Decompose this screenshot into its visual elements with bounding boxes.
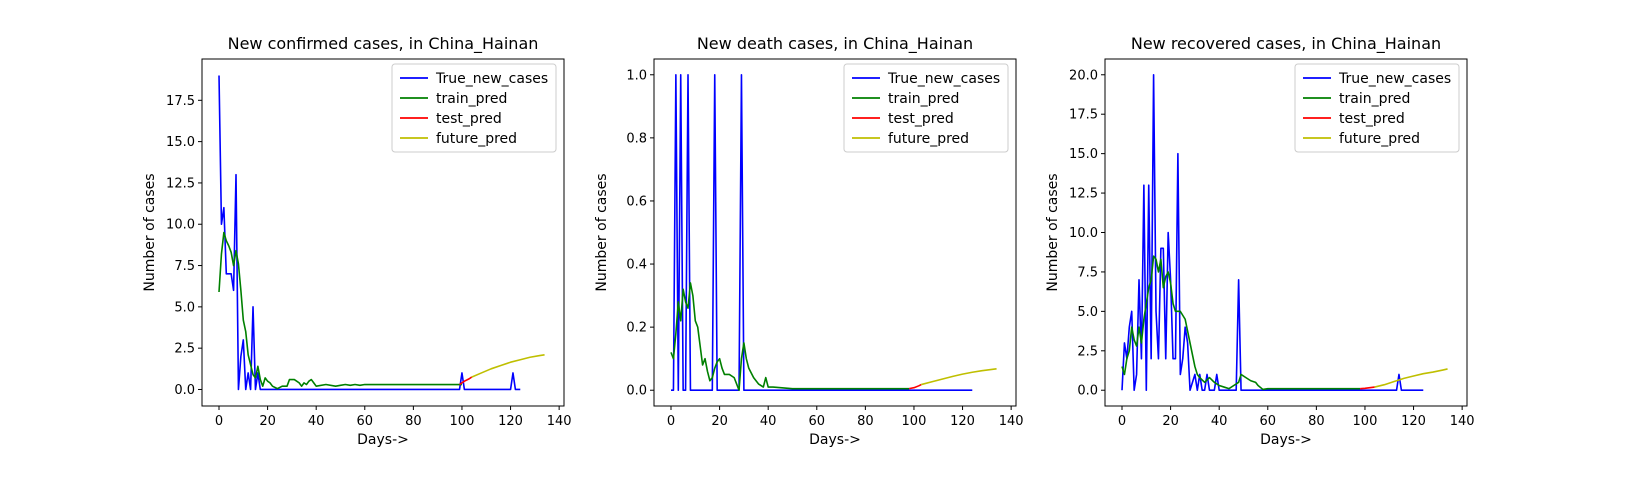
y-tick-label: 17.5 <box>166 94 195 109</box>
x-tick-label: 100 <box>1353 414 1378 429</box>
y-tick-label: 0.0 <box>1077 384 1098 399</box>
series-line-future-pred <box>921 367 997 386</box>
x-tick-label: 100 <box>902 414 927 429</box>
x-tick-label: 140 <box>1450 414 1475 429</box>
legend-entry: future_pred <box>1339 131 1420 147</box>
y-tick-label: 15.0 <box>166 135 195 150</box>
y-tick-label: 0.2 <box>626 321 647 336</box>
series-line-future-pred <box>1374 368 1448 388</box>
y-tick-label: 0.6 <box>626 194 647 209</box>
series-line-test-pred <box>908 383 922 390</box>
series-line-true-new-cases <box>218 75 521 391</box>
series-line-train-pred <box>1121 255 1361 391</box>
x-tick-label: 0 <box>667 414 675 429</box>
legend: True_new_cases train_pred test_pred future_… <box>843 63 1009 153</box>
x-tick-label: 140 <box>547 414 572 429</box>
x-tick-label: 120 <box>950 414 975 429</box>
chart-title: New recovered cases, in China_Hainan <box>1131 34 1441 54</box>
y-tick-label: 5.0 <box>1077 305 1098 320</box>
y-tick-label: 12.5 <box>1069 187 1098 202</box>
x-tick-label: 80 <box>405 414 422 429</box>
y-tick-label: 0.4 <box>626 258 647 273</box>
x-tick-label: 0 <box>1118 414 1126 429</box>
plot-frame <box>201 58 565 407</box>
x-axis-label: Days-> <box>1260 432 1312 448</box>
chart-title: New confirmed cases, in China_Hainan <box>228 34 539 54</box>
y-tick-label: 2.5 <box>1077 344 1098 359</box>
x-tick-label: 60 <box>1260 414 1277 429</box>
legend-entry: future_pred <box>888 131 969 147</box>
legend: True_new_cases train_pred test_pred future_… <box>1294 63 1460 153</box>
series-line-future-pred <box>471 353 545 378</box>
y-tick-label: 20.0 <box>1069 68 1098 83</box>
y-tick-label: 12.5 <box>166 176 195 191</box>
legend-entry: train_pred <box>1339 91 1410 107</box>
series-line-true-new-cases <box>671 73 973 392</box>
legend-entry: True_new_cases <box>1338 71 1451 87</box>
y-axis-label: Number of cases <box>594 173 610 291</box>
x-tick-label: 120 <box>498 414 523 429</box>
x-tick-label: 80 <box>857 414 874 429</box>
x-tick-label: 60 <box>357 414 374 429</box>
y-tick-label: 7.5 <box>1077 265 1098 280</box>
x-tick-label: 40 <box>1211 414 1228 429</box>
y-tick-label: 10.0 <box>166 218 195 233</box>
x-tick-label: 20 <box>259 414 276 429</box>
legend: True_new_cases train_pred test_pred future_… <box>391 63 557 153</box>
y-tick-label: 2.5 <box>174 342 195 357</box>
chart-panel-3: 0 20 40 60 80 100 120 140 0.0 2.5 5.0 7.5 10.0 12.5 15… <box>1045 34 1475 448</box>
x-tick-label: 40 <box>760 414 777 429</box>
series-line-true-new-cases <box>1121 73 1424 392</box>
y-tick-label: 1.0 <box>626 68 647 83</box>
x-tick-label: 100 <box>450 414 475 429</box>
y-tick-label: 0.8 <box>626 131 647 146</box>
series-line-train-pred <box>218 231 462 390</box>
legend-entry: test_pred <box>436 111 502 127</box>
legend-entry: True_new_cases <box>435 71 548 87</box>
legend-box <box>1294 63 1460 153</box>
chart-panel-2: 0 20 40 60 80 100 120 140 0.0 0.2 0.4 0.6 0.8 1.0 New … <box>594 34 1024 448</box>
chart-panel-1: 0 20 40 60 80 100 120 140 0.0 2.5 5.0 7.5 10.0 12.5 15… <box>142 34 572 448</box>
x-axis-label: Days-> <box>809 432 861 448</box>
legend-entry: True_new_cases <box>887 71 1000 87</box>
y-tick-label: 5.0 <box>174 300 195 315</box>
x-tick-label: 0 <box>215 414 223 429</box>
y-axis-label: Number of cases <box>1045 173 1061 291</box>
x-tick-label: 20 <box>1162 414 1179 429</box>
x-tick-label: 20 <box>711 414 728 429</box>
legend-box <box>391 63 557 153</box>
x-tick-label: 120 <box>1401 414 1426 429</box>
legend-entry: test_pred <box>1339 111 1405 127</box>
y-tick-label: 17.5 <box>1069 108 1098 123</box>
series-line-train-pred <box>670 282 910 392</box>
y-tick-label: 7.5 <box>174 259 195 274</box>
series-line-test-pred <box>1360 386 1375 390</box>
legend-entry: future_pred <box>436 131 517 147</box>
legend-entry: test_pred <box>888 111 954 127</box>
x-tick-label: 40 <box>308 414 325 429</box>
y-tick-label: 15.0 <box>1069 147 1098 162</box>
y-tick-label: 0.0 <box>174 383 195 398</box>
legend-box <box>843 63 1009 153</box>
chart-title: New death cases, in China_Hainan <box>697 34 973 54</box>
y-tick-label: 10.0 <box>1069 226 1098 241</box>
x-tick-label: 80 <box>1308 414 1325 429</box>
y-axis-label: Number of cases <box>142 173 158 291</box>
plot-frame <box>653 58 1017 407</box>
x-tick-label: 60 <box>809 414 826 429</box>
x-axis-label: Days-> <box>357 432 409 448</box>
y-tick-label: 0.0 <box>626 384 647 399</box>
series-line-test-pred <box>459 376 473 386</box>
legend-entry: train_pred <box>888 91 959 107</box>
x-tick-label: 140 <box>999 414 1024 429</box>
legend-entry: train_pred <box>436 91 507 107</box>
